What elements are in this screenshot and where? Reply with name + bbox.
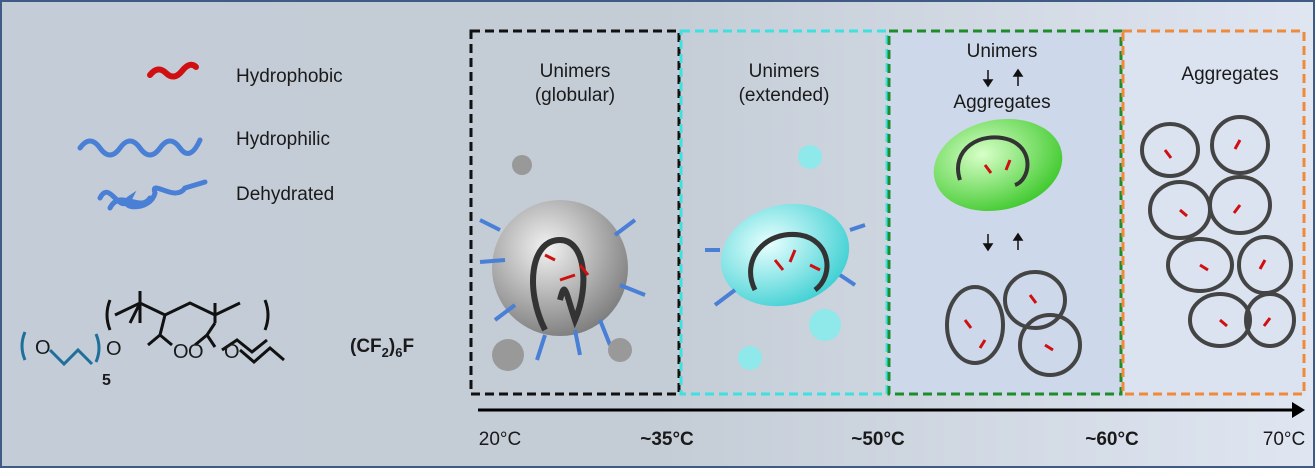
temperature-label: ~60°C xyxy=(1085,429,1139,450)
formula-part: 6 xyxy=(395,345,402,360)
formula-part: 2 xyxy=(382,345,389,360)
temperature-label: ~35°C xyxy=(640,429,694,450)
temperature-label: ~50°C xyxy=(851,429,905,450)
panel-title: Aggregates xyxy=(1181,64,1278,85)
panel-title: Aggregates xyxy=(953,92,1050,113)
panel-title: Unimers xyxy=(967,41,1038,62)
panel-title: (globular) xyxy=(535,85,615,106)
formula-part: (CF xyxy=(350,336,382,357)
legend-label: Dehydrated xyxy=(236,184,334,205)
atom: O xyxy=(224,341,240,363)
atom: O xyxy=(173,341,189,363)
diagram: Hydrophobic Hydrophilic Dehydrated O 5 O… xyxy=(0,0,1315,468)
legend-label: Hydrophilic xyxy=(236,129,330,150)
atom: O xyxy=(35,337,51,359)
temperature-label: 20°C xyxy=(479,429,521,450)
atom: O xyxy=(106,338,122,360)
panel-title: Unimers xyxy=(749,61,820,82)
formula-part: F xyxy=(402,336,414,357)
panel-title: Unimers xyxy=(540,61,611,82)
panel-bg xyxy=(888,30,1122,395)
atom: O xyxy=(188,341,204,363)
repeat: 5 xyxy=(102,372,111,389)
legend-label: Hydrophobic xyxy=(236,66,343,87)
temperature-label: 70°C xyxy=(1263,429,1305,450)
panel-title: (extended) xyxy=(739,85,830,106)
